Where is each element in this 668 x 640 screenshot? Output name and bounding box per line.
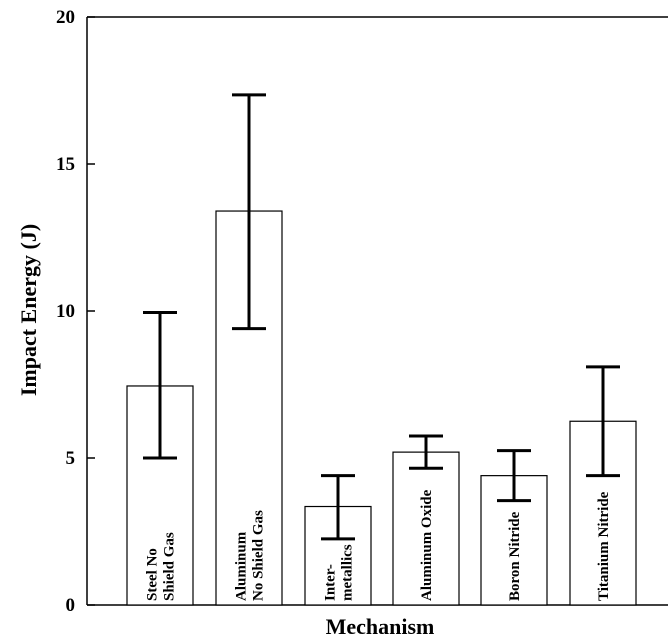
category-label-line: No Shield Gas (251, 510, 267, 601)
category-label: Boron Nitride (507, 511, 523, 601)
y-tick-label: 15 (56, 154, 75, 175)
category-label: Inter-metallics (323, 544, 356, 601)
error-bars (143, 93, 620, 541)
y-tick-label: 20 (56, 7, 75, 28)
category-label: Aluminum Oxide (419, 489, 435, 601)
category-label-line: Aluminum (234, 531, 250, 601)
category-label-line: Boron Nitride (507, 511, 523, 601)
category-label: Steel NoShield Gas (145, 532, 178, 601)
y-tick-label: 0 (66, 595, 76, 616)
category-label-line: Shield Gas (162, 532, 178, 601)
x-axis-title: Mechanism (326, 614, 435, 639)
category-label-line: Titanium Nitride (596, 491, 612, 601)
bars (126, 210, 637, 606)
y-tick-label: 10 (56, 301, 75, 322)
y-axis-title: Impact Energy (J) (16, 224, 41, 396)
category-label: AluminumNo Shield Gas (234, 510, 267, 601)
category-label-line: metallics (340, 544, 356, 601)
category-label-line: Aluminum Oxide (419, 489, 435, 601)
y-tick-label: 5 (66, 448, 76, 469)
bar-labels: Steel NoShield Gas AluminumNo Shield Gas I… (145, 489, 613, 601)
category-label-line: Inter- (323, 564, 339, 601)
category-label-line: Steel No (145, 548, 161, 601)
category-label: Titanium Nitride (596, 491, 612, 601)
